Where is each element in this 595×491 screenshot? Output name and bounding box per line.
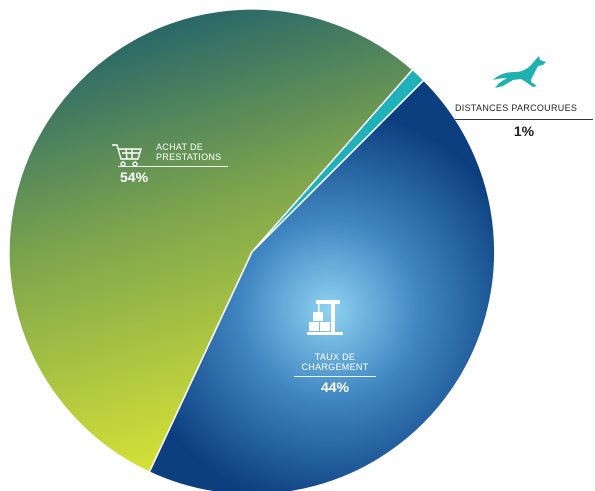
slice-pct-achat: 54%	[120, 168, 149, 185]
slice-pct-distances: 1%	[513, 122, 535, 139]
label-divider	[118, 165, 228, 167]
slice-name-achat-line2: PRESTATIONS	[156, 151, 222, 162]
crane-cargo-icon	[307, 300, 343, 335]
slice-label-achat: ACHAT DE PRESTATIONS 54%	[118, 142, 238, 185]
slice-name-taux-line2: CHARGEMENT	[301, 361, 369, 372]
running-gazelle-icon	[493, 56, 546, 88]
slice-name-achat-line1: ACHAT DE	[156, 142, 204, 152]
slice-name-distances: DISTANCES PARCOURUES	[455, 103, 578, 113]
slice-name-taux-line1: TAUX DE	[314, 352, 356, 362]
slice-label-distances: DISTANCES PARCOURUES 1%	[455, 98, 593, 139]
label-divider	[455, 118, 593, 120]
pie-slice-achat-de-prestations	[8, 8, 414, 474]
slice-label-taux: TAUX DE CHARGEMENT 44%	[293, 352, 377, 395]
slice-pct-taux: 44%	[320, 378, 350, 395]
pie-slice-taux-de-chargement	[148, 79, 496, 491]
label-divider	[294, 375, 376, 377]
